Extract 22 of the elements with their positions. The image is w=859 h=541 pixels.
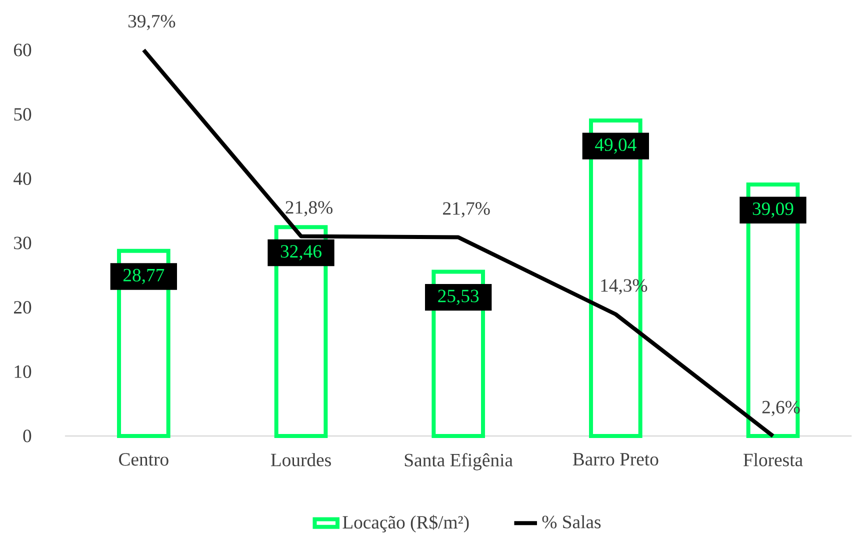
y-tick-label: 20 bbox=[14, 301, 32, 314]
y-tick-label: 60 bbox=[14, 44, 32, 56]
data-label: 28,77 bbox=[123, 268, 164, 284]
data-label: 39,7% bbox=[128, 14, 176, 30]
y-tick-label: 40 bbox=[14, 172, 32, 185]
data-label: 32,46 bbox=[280, 245, 322, 260]
data-label: 21,8% bbox=[286, 201, 332, 216]
x-tick-label: Floresta bbox=[743, 453, 803, 466]
x-tick-label: Barro Preto bbox=[572, 453, 658, 466]
data-label: 21,7% bbox=[443, 202, 490, 218]
y-tick-label: 50 bbox=[14, 108, 32, 121]
x-tick-label: Lourdes bbox=[270, 453, 331, 466]
y-tick-label: 30 bbox=[14, 236, 32, 250]
data-label: 49,04 bbox=[595, 138, 636, 154]
legend-label: % Salas bbox=[542, 515, 601, 528]
y-tick-label: 10 bbox=[14, 365, 32, 378]
legend-label: Locação (R$/m²) bbox=[342, 514, 469, 532]
x-tick-label: Santa Efigênia bbox=[404, 453, 513, 470]
x-tick-label: Centro bbox=[119, 453, 168, 466]
data-label: 25,53 bbox=[438, 290, 479, 305]
y-tick-label: 0 bbox=[23, 430, 32, 442]
data-label: 39,09 bbox=[752, 202, 794, 218]
